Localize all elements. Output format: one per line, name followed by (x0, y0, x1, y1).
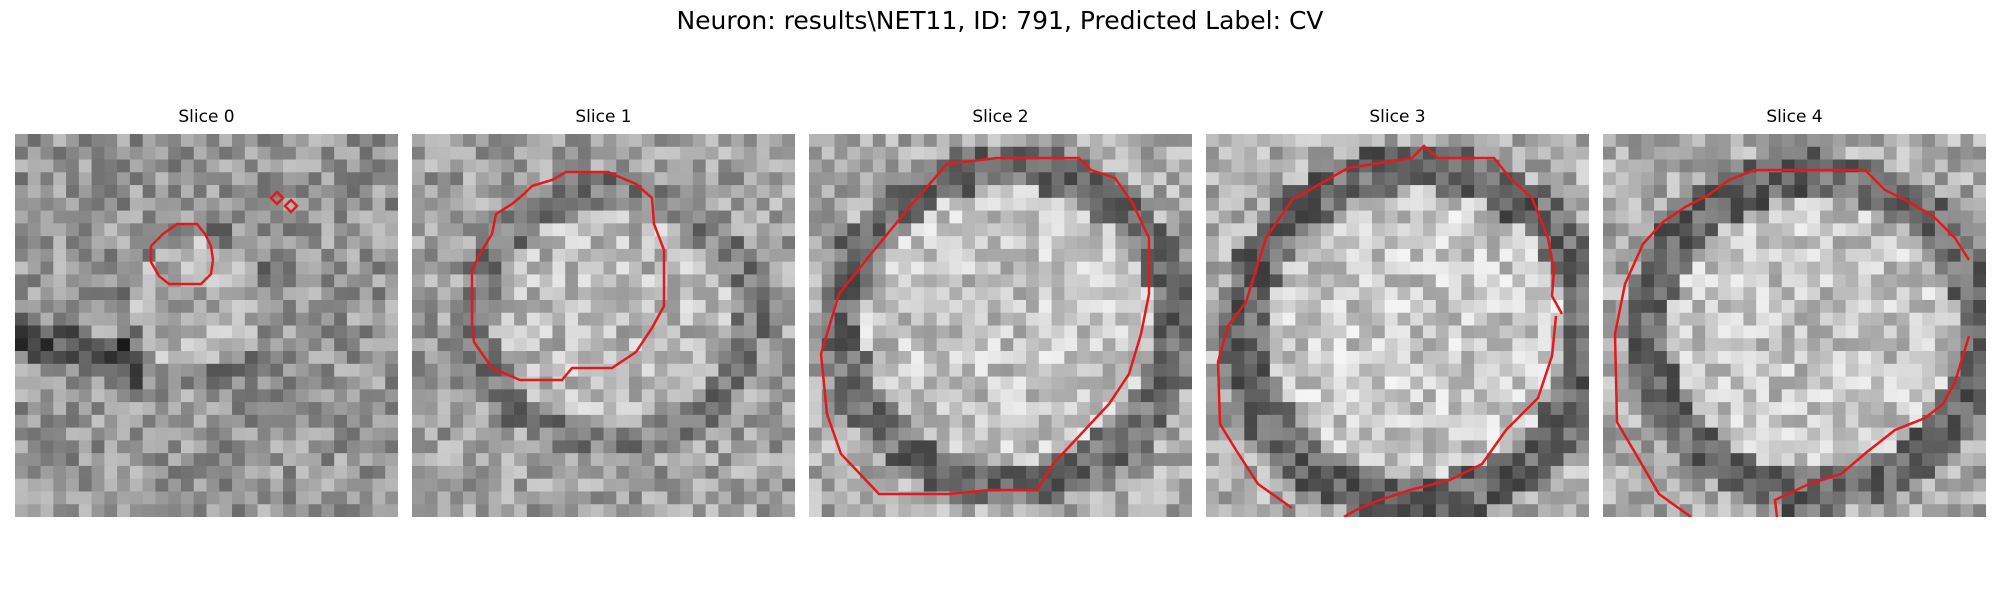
slice-4-svg (1603, 134, 1986, 517)
slice-image (809, 134, 1192, 517)
slice-2-svg (809, 134, 1192, 517)
slice-image (15, 134, 398, 517)
slice-panel-3: Slice 3 (1206, 105, 1589, 517)
slice-1-svg (412, 134, 795, 517)
grayscale-pixels (412, 134, 795, 517)
slice-0-svg (15, 134, 398, 517)
slice-title: Slice 0 (178, 107, 235, 127)
slice-panel-4: Slice 4 (1603, 105, 1986, 517)
grayscale-pixels (1603, 134, 1986, 517)
segmentation-contour (1613, 168, 1971, 517)
slice-image (1206, 134, 1589, 517)
grayscale-pixels (1206, 134, 1589, 517)
segmentation-contour (1216, 144, 1564, 517)
segmentation-contour (149, 190, 299, 286)
slice-title: Slice 3 (1369, 107, 1426, 127)
figure-title: Neuron: results\NET11, ID: 791, Predicte… (676, 6, 1324, 35)
slice-title: Slice 2 (972, 107, 1029, 127)
slice-image (1603, 134, 1986, 517)
slice-title: Slice 1 (575, 107, 632, 127)
slice-image (412, 134, 795, 517)
slice-panel-0: Slice 0 (15, 105, 398, 517)
grayscale-pixels (809, 134, 1192, 517)
segmentation-contour (819, 156, 1151, 496)
slice-3-svg (1206, 134, 1589, 517)
slice-title: Slice 4 (1766, 107, 1823, 127)
slice-panel-1: Slice 1 (412, 105, 795, 517)
slice-panel-2: Slice 2 (809, 105, 1192, 517)
grayscale-pixels (15, 134, 398, 517)
segmentation-contour (470, 170, 666, 382)
